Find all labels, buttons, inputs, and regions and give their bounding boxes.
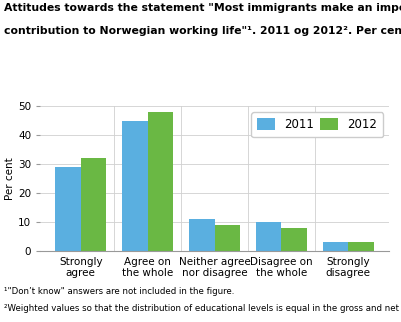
Bar [215,225,240,251]
Text: ²Weighted values so that the distribution of educational levels is equal in the : ²Weighted values so that the distributio… [4,304,401,313]
Text: ¹"Don’t know" answers are not included in the figure.: ¹"Don’t know" answers are not included i… [4,287,235,296]
Text: contribution to Norwegian working life"¹. 2011 og 2012². Per cent: contribution to Norwegian working life"¹… [4,26,401,36]
Bar [148,112,173,251]
Text: Attitudes towards the statement "Most immigrants make an important: Attitudes towards the statement "Most im… [4,3,401,13]
Bar [282,228,307,251]
Bar [348,242,374,251]
Bar [256,222,282,251]
Bar [323,242,348,251]
Bar [122,121,148,251]
Bar [189,219,215,251]
Legend: 2011, 2012: 2011, 2012 [251,112,383,137]
Bar [55,167,81,251]
Y-axis label: Per cent: Per cent [5,157,15,200]
Bar [81,158,106,251]
